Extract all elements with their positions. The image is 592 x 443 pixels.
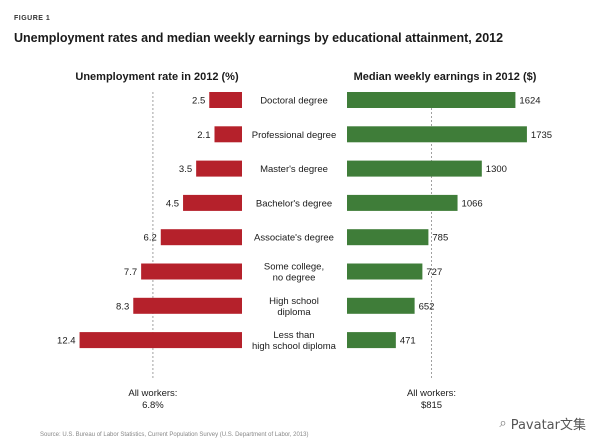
unemployment-bar — [209, 92, 242, 108]
unemployment-value-label: 2.5 — [192, 96, 205, 107]
category-labels: Doctoral degree Professional degree Master… — [252, 96, 337, 353]
earnings-bar — [347, 263, 423, 280]
earnings-bar — [347, 160, 482, 177]
earnings-value-label: 471 — [400, 336, 416, 347]
unemployment-bar — [141, 263, 242, 280]
figure-label: FIGURE 1 — [14, 15, 50, 22]
unemployment-value-label: 8.3 — [116, 301, 129, 312]
earnings-value-label: 1066 — [462, 198, 483, 209]
reference-labels: All workers: 6.8% All workers: $815 — [128, 388, 456, 411]
earnings-value-label: 652 — [419, 301, 435, 312]
earnings-value-label: 1735 — [531, 130, 552, 141]
earnings-value-label: 785 — [432, 233, 448, 244]
unemployment-value-label: 12.4 — [57, 336, 76, 347]
chart-title: Unemployment rates and median weekly ear… — [14, 31, 503, 45]
unemployment-bar — [183, 194, 242, 211]
left-panel-title: Unemployment rate in 2012 (%) — [75, 71, 239, 83]
category-label: Bachelor's degree — [256, 198, 332, 209]
unemployment-value-label: 4.5 — [166, 198, 179, 209]
category-label: Master's degree — [260, 164, 328, 175]
unemployment-bar — [79, 332, 242, 349]
earnings-bar — [347, 126, 527, 143]
earnings-value-label: 1300 — [486, 164, 507, 175]
unemployment-value-label: 6.2 — [144, 233, 157, 244]
right-panel-title: Median weekly earnings in 2012 ($) — [354, 71, 537, 83]
bars: 2.5 1624 2.1 1735 3.5 1300 4.5 1066 6.2 785 7.7 727… — [57, 92, 552, 349]
category-label: Professional degree — [252, 130, 337, 141]
unemployment-reference-label: All workers: 6.8% — [128, 388, 177, 411]
earnings-reference-label: All workers: $815 — [407, 388, 456, 411]
unemployment-value-label: 3.5 — [179, 164, 192, 175]
unemployment-value-label: 2.1 — [197, 130, 210, 141]
category-label: Associate's degree — [254, 233, 334, 244]
earnings-bar — [347, 297, 415, 314]
source-note: Source: U.S. Bureau of Labor Statistics,… — [40, 432, 308, 438]
earnings-bar — [347, 332, 396, 349]
category-label: Doctoral degree — [260, 96, 328, 107]
earnings-bar — [347, 194, 458, 211]
earnings-value-label: 1624 — [519, 96, 540, 107]
unemployment-bar — [214, 126, 242, 143]
category-label: Some college, no degree — [264, 262, 324, 284]
earnings-bar — [347, 229, 429, 246]
category-label: High school diploma — [269, 296, 319, 318]
earnings-value-label: 727 — [426, 267, 442, 278]
unemployment-bar — [196, 160, 242, 177]
category-label: Less than high school diploma — [252, 330, 337, 352]
unemployment-value-label: 7.7 — [124, 267, 137, 278]
wechat-icon: ⌕ — [499, 416, 507, 431]
watermark-text: Pavatar文集 — [510, 418, 586, 433]
earnings-bar — [347, 92, 516, 108]
unemployment-bar — [160, 229, 242, 246]
unemployment-bar — [133, 297, 242, 314]
watermark: ⌕ Pavatar文集 — [499, 414, 586, 433]
